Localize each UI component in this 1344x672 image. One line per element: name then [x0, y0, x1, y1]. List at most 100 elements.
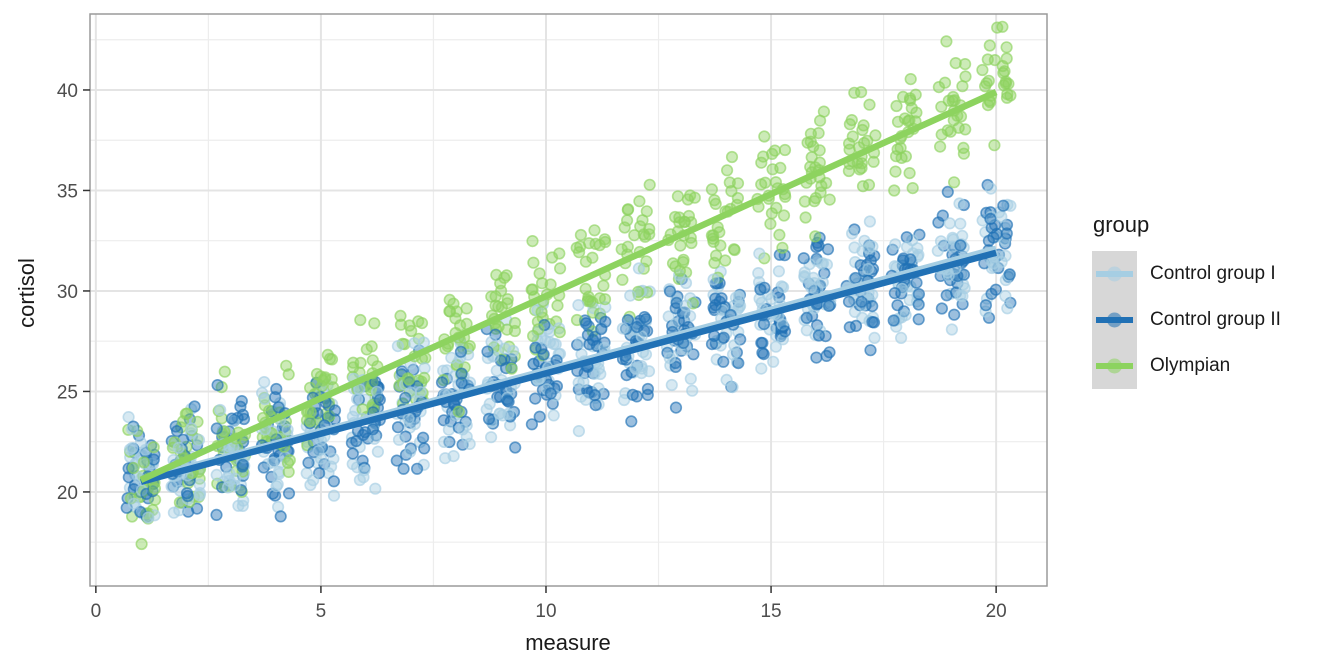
data-point: [895, 151, 908, 164]
data-point: [304, 415, 317, 428]
data-point: [905, 101, 918, 115]
data-point: [544, 387, 557, 400]
data-point: [809, 230, 822, 243]
data-point: [368, 317, 381, 330]
data-point: [774, 161, 787, 174]
data-point: [147, 441, 160, 454]
data-point: [582, 237, 596, 250]
data-point: [616, 322, 630, 335]
data-point: [710, 353, 723, 366]
data-point: [755, 156, 768, 169]
data-point: [868, 331, 881, 345]
data-point: [281, 456, 295, 470]
data-point: [758, 130, 771, 143]
data-point: [439, 452, 452, 465]
data-point: [889, 238, 902, 251]
data-point: [821, 243, 835, 256]
data-point: [685, 236, 698, 250]
data-point: [223, 474, 236, 487]
data-point: [848, 241, 861, 254]
data-point: [769, 340, 783, 353]
data-point: [127, 461, 140, 475]
data-point: [438, 435, 451, 449]
data-point: [1000, 218, 1014, 231]
data-point: [481, 345, 494, 358]
data-point: [708, 194, 721, 207]
data-point: [778, 143, 792, 157]
data-point: [709, 292, 722, 305]
y-tick-label: 30: [57, 282, 78, 303]
data-point: [391, 340, 405, 353]
data-point: [990, 227, 1003, 240]
legend-key-swatch: [1092, 297, 1137, 344]
data-point: [669, 401, 683, 414]
data-point: [912, 313, 925, 326]
data-point: [435, 376, 449, 389]
data-point: [954, 289, 967, 302]
data-point: [618, 221, 631, 234]
legend-label: Control group II: [1150, 309, 1281, 331]
data-point: [282, 487, 296, 500]
data-point: [581, 328, 595, 342]
data-point: [533, 267, 546, 280]
data-point: [577, 375, 590, 388]
data-point: [941, 185, 954, 198]
data-point: [501, 293, 514, 306]
data-point: [759, 176, 772, 189]
data-point: [958, 57, 972, 71]
data-point: [630, 320, 644, 334]
data-point: [574, 228, 588, 242]
data-point: [529, 341, 542, 354]
data-point: [579, 282, 592, 296]
data-point: [572, 299, 585, 312]
data-point: [325, 373, 338, 386]
data-point: [327, 475, 341, 488]
legend-key-swatch: [1092, 251, 1137, 298]
data-point: [485, 431, 498, 444]
data-point: [999, 289, 1012, 303]
data-point: [797, 252, 810, 265]
data-point: [368, 432, 381, 445]
data-point: [148, 482, 161, 495]
data-point: [142, 511, 155, 524]
data-point: [946, 231, 959, 244]
data-point: [235, 395, 248, 408]
data-point: [894, 331, 908, 345]
data-point: [764, 217, 777, 230]
data-point: [887, 314, 900, 327]
data-point: [493, 407, 506, 420]
data-point: [508, 324, 522, 338]
data-point: [633, 195, 646, 208]
data-point: [899, 309, 912, 322]
data-point: [636, 214, 649, 227]
data-point: [683, 189, 697, 202]
data-point: [755, 362, 768, 375]
data-point: [858, 234, 871, 247]
data-point: [482, 412, 496, 426]
data-point: [537, 348, 550, 361]
data-point: [1000, 91, 1014, 104]
data-point: [236, 458, 249, 471]
data-point: [167, 506, 180, 519]
data-point: [813, 144, 826, 157]
data-point: [271, 478, 284, 491]
x-axis-title: measure: [525, 630, 611, 655]
data-point: [265, 427, 278, 440]
data-point: [553, 347, 567, 360]
y-tick-label: 20: [57, 483, 78, 504]
data-point: [586, 251, 599, 264]
data-point: [455, 367, 468, 380]
data-point: [906, 182, 919, 195]
data-point: [417, 431, 430, 444]
data-point: [369, 482, 382, 495]
data-point: [668, 210, 682, 224]
data-point: [935, 302, 949, 315]
data-point: [570, 241, 583, 254]
data-point: [325, 353, 339, 366]
data-point: [394, 318, 408, 331]
data-point: [936, 209, 949, 222]
data-point: [863, 98, 876, 111]
data-point: [779, 190, 792, 203]
legend-point-icon: [1107, 312, 1122, 328]
data-point: [535, 305, 548, 319]
